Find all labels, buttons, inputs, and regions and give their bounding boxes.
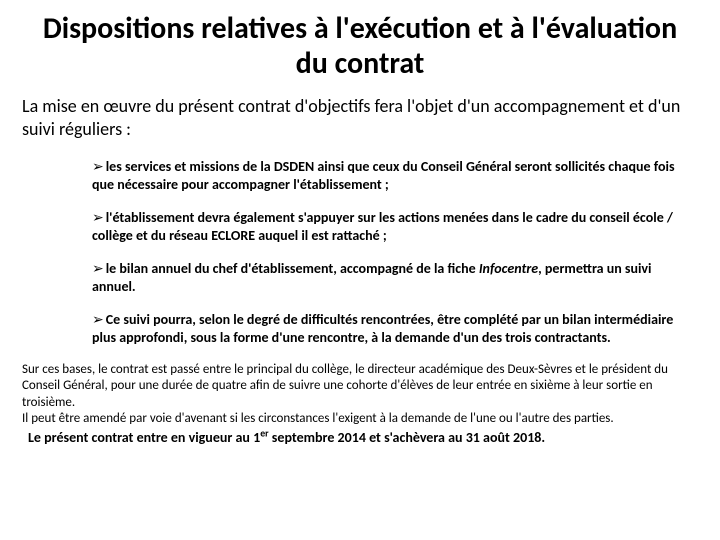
arrow-icon: ➢ (92, 311, 104, 329)
bullet-text: l'établissement devra également s'appuye… (92, 209, 673, 244)
arrow-icon: ➢ (92, 260, 104, 278)
bullet-text: les services et missions de la DSDEN ain… (92, 158, 675, 193)
footer-block: Sur ces bases, le contrat est passé entr… (22, 362, 698, 447)
final-part: septembre 2014 et s'achèvera au 31 août … (269, 429, 546, 446)
final-statement: Le présent contrat entre en vigueur au 1… (22, 429, 698, 447)
footer-paragraph: Il peut être amendé par voie d'avenant s… (22, 411, 698, 427)
intro-paragraph: La mise en œuvre du présent contrat d'ob… (22, 95, 698, 140)
page-title: Dispositions relatives à l'exécution et … (22, 12, 698, 81)
list-item: ➢les services et missions de la DSDEN ai… (92, 158, 678, 193)
bullet-list: ➢les services et missions de la DSDEN ai… (22, 158, 698, 346)
final-superscript: er (260, 427, 268, 439)
bullet-text: le bilan annuel du chef d'établissement,… (92, 260, 652, 295)
final-part: Le présent contrat entre en vigueur au 1 (28, 429, 260, 446)
bullet-text: Ce suivi pourra, selon le degré de diffi… (92, 311, 673, 346)
list-item: ➢l'établissement devra également s'appuy… (92, 209, 678, 244)
bullet-text-part: le bilan annuel du chef d'établissement,… (106, 260, 479, 277)
footer-paragraph: Sur ces bases, le contrat est passé entr… (22, 362, 698, 411)
arrow-icon: ➢ (92, 158, 104, 176)
bullet-text-italic: Infocentre (479, 260, 538, 277)
list-item: ➢le bilan annuel du chef d'établissement… (92, 260, 678, 295)
arrow-icon: ➢ (92, 209, 104, 227)
list-item: ➢Ce suivi pourra, selon le degré de diff… (92, 311, 678, 346)
